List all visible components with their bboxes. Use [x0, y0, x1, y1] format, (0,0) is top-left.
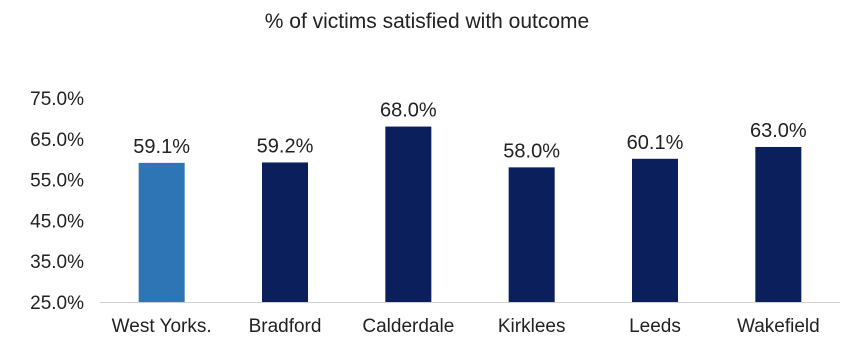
bar-kirklees	[508, 167, 555, 302]
bar-west-yorks	[138, 162, 185, 302]
bar-calderdale	[385, 126, 432, 302]
x-axis: West Yorks. Bradford Calderdale Kirklees Lee…	[112, 316, 820, 337]
bar-leeds	[632, 158, 678, 302]
data-label: 68.0%	[380, 100, 437, 122]
y-tick-label: 55.0%	[30, 171, 84, 192]
bar-wakefield	[755, 146, 802, 302]
y-axis: 25.0% 35.0% 45.0% 55.0% 65.0% 75.0%	[30, 89, 840, 314]
x-tick-label: Kirklees	[498, 316, 566, 337]
data-label: 60.1%	[627, 132, 684, 154]
y-tick-label: 35.0%	[30, 252, 84, 273]
x-tick-label: West Yorks.	[112, 316, 212, 337]
chart-title: % of victims satisfied with outcome	[264, 10, 590, 33]
bars	[138, 126, 802, 302]
data-label: 59.1%	[133, 136, 190, 158]
x-tick-label: Calderdale	[362, 316, 454, 337]
y-tick-label: 65.0%	[30, 130, 84, 151]
y-tick-label: 75.0%	[30, 89, 84, 110]
data-label: 59.2%	[257, 135, 314, 157]
x-tick-label: Wakefield	[737, 316, 820, 337]
data-label: 63.0%	[750, 120, 807, 142]
x-tick-label: Leeds	[629, 316, 681, 337]
x-tick-label: Bradford	[249, 316, 322, 337]
y-tick-label: 25.0%	[30, 293, 84, 314]
bar-bradford	[262, 162, 308, 302]
value-labels: 59.1% 59.2% 68.0% 58.0% 60.1% 63.0%	[133, 100, 807, 163]
y-tick-label: 45.0%	[30, 211, 84, 232]
data-label: 58.0%	[503, 140, 560, 162]
